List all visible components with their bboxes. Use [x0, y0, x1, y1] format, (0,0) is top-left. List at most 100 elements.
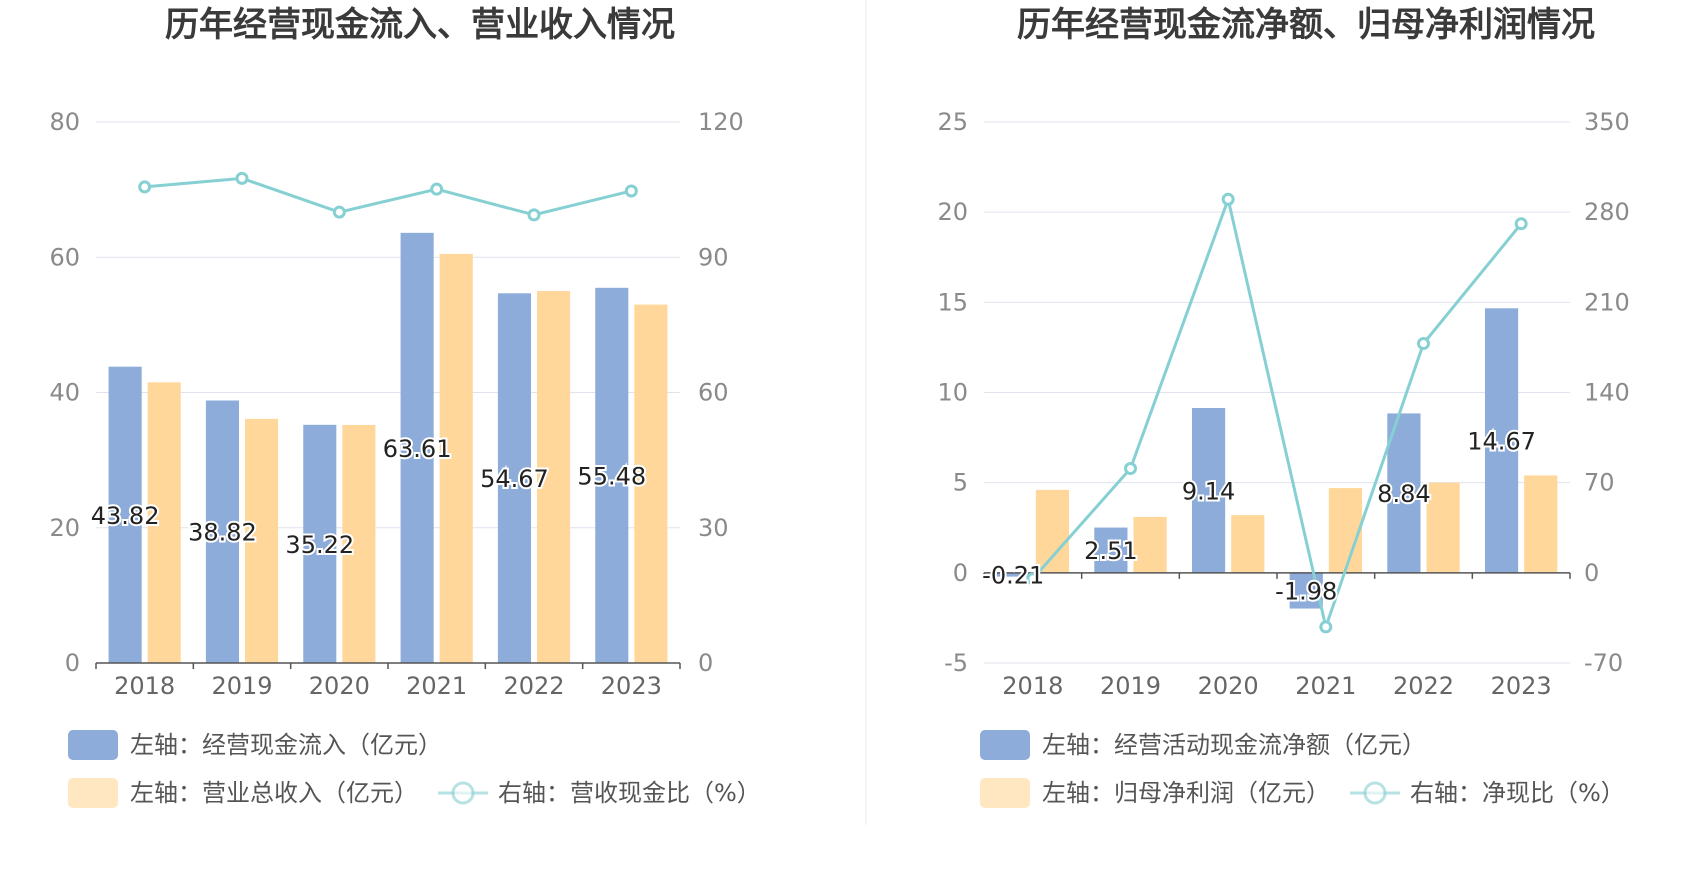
left-tick-label: 10 [937, 379, 968, 407]
bar-data-label: 38.82 [188, 519, 257, 547]
bar-secondary [1524, 475, 1558, 573]
bar-primary [1094, 527, 1128, 573]
ratio-point [527, 208, 541, 222]
ratio-point [332, 205, 346, 219]
legend-label: 左轴：营业总收入（亿元） [130, 779, 418, 807]
ratio-point [1514, 217, 1528, 231]
ratio-line [1031, 193, 1523, 633]
bar-secondary [245, 418, 279, 663]
bar-primary [1387, 413, 1421, 573]
x-tick-label: 2023 [601, 672, 662, 700]
left-tick-label: 60 [49, 243, 80, 271]
right-tick-label: 30 [698, 514, 729, 542]
bar-data-label: 2.51 [1084, 537, 1137, 565]
ratio-point [1319, 620, 1333, 634]
legend: 左轴：经营现金流入（亿元） 左轴：营业总收入（亿元） 右轴：营收现金比（%） [68, 730, 761, 808]
right-tick-label: 140 [1584, 379, 1630, 407]
legend-swatch-bar-primary [980, 730, 1030, 760]
x-tick-label: 2019 [211, 672, 272, 700]
bar-data-label: 35.22 [285, 531, 354, 559]
left-tick-label: 25 [937, 108, 968, 136]
ratio-point [1221, 192, 1235, 206]
bar-primary [595, 287, 629, 663]
bar-secondary [1426, 482, 1460, 573]
bar-data-label: 63.61 [383, 435, 452, 463]
left-tick-label: 0 [953, 559, 968, 587]
legend-swatch-bar-secondary [68, 778, 118, 808]
ratio-point [1124, 461, 1137, 475]
x-tick-label: 2023 [1491, 672, 1552, 700]
bar-secondary [1133, 516, 1167, 573]
bar-primary [497, 293, 531, 663]
left-tick-label: 80 [49, 108, 80, 136]
left-tick-label: 20 [937, 198, 968, 226]
bar-primary [1191, 408, 1226, 573]
bar-primary [996, 572, 1030, 577]
x-tick-label: 2018 [1002, 672, 1063, 700]
ratio-point [624, 184, 638, 198]
left-tick-label: 0 [65, 649, 80, 677]
right-tick-label: 210 [1584, 288, 1630, 316]
bar-data-label: 14.67 [1467, 428, 1536, 456]
bar-primary [303, 424, 337, 663]
ratio-point [235, 171, 249, 185]
legend-swatch-bar-secondary [980, 778, 1030, 808]
x-tick-label: 2020 [1198, 672, 1259, 700]
x-tick-label: 2021 [1295, 672, 1356, 700]
bar-secondary [342, 424, 376, 663]
right-tick-label: 0 [1584, 559, 1599, 587]
bar-primary [108, 366, 142, 663]
x-tick-label: 2022 [1393, 672, 1454, 700]
bar-data-label: -1.98 [1275, 578, 1337, 606]
ratio-point [1026, 572, 1040, 586]
left-tick-label: 15 [937, 288, 968, 316]
right-tick-label: 350 [1584, 108, 1630, 136]
bar-secondary [634, 304, 668, 663]
bar-primary [400, 232, 434, 663]
legend: 左轴：经营活动现金流净额（亿元） 左轴：归母净利润（亿元） 右轴：净现比（%） [980, 730, 1625, 808]
bar-secondary [1328, 488, 1363, 573]
chart-title: 历年经营现金流净额、归母净利润情况 [1017, 5, 1595, 45]
right-tick-label: 90 [698, 243, 729, 271]
bar-secondary [537, 291, 571, 663]
bar-primary [1484, 308, 1519, 573]
bar-data-label: 55.48 [577, 462, 646, 490]
legend-swatch-bar-primary [68, 730, 118, 760]
left-tick-label: 40 [49, 379, 80, 407]
x-tick-label: 2018 [114, 672, 175, 700]
bar-secondary [1231, 515, 1265, 573]
x-tick-label: 2019 [1100, 672, 1161, 700]
legend-swatch-line-marker [1363, 781, 1387, 805]
legend-label: 右轴：净现比（%） [1410, 779, 1625, 807]
legend-label: 右轴：营收现金比（%） [498, 779, 761, 807]
ratio-point [430, 182, 444, 196]
left-tick-label: -5 [944, 649, 968, 677]
legend-swatch-line-marker [451, 781, 475, 805]
chart-panel-2: 历年经营现金流净额、归母净利润情况 -5 0 5 10 15 20 25 -70 0 70 140 21… [937, 5, 1630, 808]
x-tick-label: 2022 [503, 672, 564, 700]
left-tick-label: 20 [49, 514, 80, 542]
bar-secondary [147, 382, 181, 663]
ratio-point [1417, 337, 1430, 351]
bar-primary [205, 400, 239, 663]
bar-secondary [1035, 489, 1070, 573]
ratio-point [138, 180, 152, 194]
ratio-line [144, 176, 632, 217]
right-tick-label: 120 [698, 108, 744, 136]
bar-data-label: 9.14 [1182, 477, 1235, 505]
x-tick-label: 2020 [309, 672, 370, 700]
right-tick-label: 280 [1584, 198, 1630, 226]
chart-title: 历年经营现金流入、营业收入情况 [165, 5, 675, 45]
bar-secondary [439, 253, 473, 663]
left-tick-label: 5 [953, 469, 968, 497]
legend-label: 左轴：归母净利润（亿元） [1042, 779, 1330, 807]
bar-data-label: 43.82 [91, 502, 160, 530]
bar-data-label: 54.67 [480, 465, 549, 493]
x-tick-label: 2021 [406, 672, 467, 700]
right-tick-label: 70 [1584, 469, 1615, 497]
right-tick-label: 0 [698, 649, 713, 677]
legend-label: 左轴：经营现金流入（亿元） [130, 731, 442, 759]
bar-data-label: 8.84 [1377, 480, 1430, 508]
